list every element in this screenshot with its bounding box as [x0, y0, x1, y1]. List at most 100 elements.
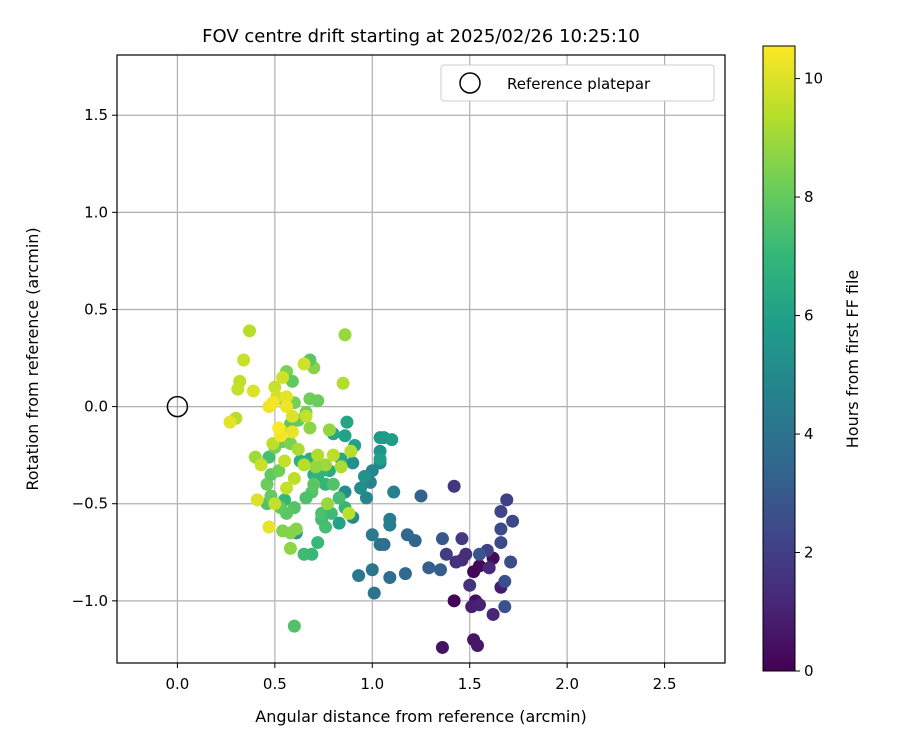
data-point [332, 491, 346, 505]
x-tick-label: 2.0 [555, 675, 579, 693]
data-point [309, 460, 323, 474]
data-point [237, 353, 251, 367]
data-point [246, 384, 260, 398]
data-point [435, 532, 449, 546]
x-tick-label: 2.5 [653, 675, 677, 693]
data-point [315, 506, 329, 520]
data-point [283, 541, 297, 555]
data-point [400, 528, 414, 542]
data-point [303, 421, 317, 435]
data-point [287, 471, 301, 485]
colorbar-tick-label: 2 [804, 544, 814, 562]
legend-reference-marker [459, 72, 481, 94]
data-point [262, 520, 276, 534]
data-point [482, 561, 496, 575]
data-point [336, 376, 350, 390]
colorbar-ticks: 0 2 4 6 8 10 [795, 70, 823, 680]
data-point [357, 470, 371, 484]
data-point [340, 415, 354, 429]
y-axis-label: Rotation from reference (arcmin) [23, 227, 42, 490]
data-point [280, 390, 294, 404]
data-point [459, 547, 473, 561]
colorbar-tick-label: 8 [804, 188, 814, 206]
data-point [307, 477, 321, 491]
data-point [285, 425, 299, 439]
data-point [494, 536, 508, 550]
data-point [498, 600, 512, 614]
data-point [383, 571, 397, 585]
data-point [326, 477, 340, 491]
data-point [367, 586, 381, 600]
data-point [280, 481, 294, 495]
data-point [346, 456, 360, 470]
y-tick-label: 0.5 [84, 300, 108, 318]
data-point [383, 518, 397, 532]
data-point [268, 380, 282, 394]
data-point [311, 448, 325, 462]
data-point [398, 567, 412, 581]
data-point [472, 547, 486, 561]
data-point [250, 493, 264, 507]
data-point [297, 357, 311, 371]
data-point [272, 464, 286, 478]
data-point [500, 493, 514, 507]
reference-layer [166, 395, 189, 418]
x-tick-label: 0.5 [263, 675, 287, 693]
data-point [422, 561, 436, 575]
data-point [365, 528, 379, 542]
data-point [322, 423, 336, 437]
data-point [276, 370, 290, 384]
data-point [338, 429, 352, 443]
colorbar: 0 2 4 6 8 10 Hours from first FF file [762, 45, 862, 680]
colorbar-tick-label: 4 [804, 425, 814, 443]
data-point [342, 506, 356, 520]
data-points [223, 324, 520, 654]
legend-box [440, 64, 715, 102]
y-tick-label: 0.0 [84, 398, 108, 416]
data-point [285, 409, 299, 423]
data-point [354, 481, 368, 495]
data-point [243, 324, 257, 338]
x-tick-label: 0.0 [165, 675, 189, 693]
grid [117, 55, 725, 663]
data-point [223, 415, 237, 429]
data-point [311, 536, 325, 550]
chart-title: FOV centre drift starting at 2025/02/26 … [202, 26, 640, 47]
data-point [291, 442, 305, 456]
plot-frame [116, 54, 726, 664]
x-tick-label: 1.5 [458, 675, 482, 693]
data-point [439, 547, 453, 561]
data-point [272, 421, 286, 435]
data-point [494, 522, 508, 536]
data-point [486, 607, 500, 621]
data-point [455, 532, 469, 546]
y-tick-label: 1.0 [84, 203, 108, 221]
data-point [385, 433, 399, 447]
data-point [498, 574, 512, 588]
data-point [319, 458, 333, 472]
data-point [471, 639, 485, 653]
data-point [472, 559, 486, 573]
colorbar-tick-label: 6 [804, 307, 814, 325]
data-point [359, 491, 373, 505]
data-point [276, 524, 290, 538]
y-tick-label: −1.0 [72, 592, 108, 610]
colorbar-tick-label: 0 [804, 662, 814, 680]
data-point [447, 594, 461, 608]
y-tick-label: −0.5 [72, 495, 108, 513]
data-point [447, 479, 461, 493]
data-point [387, 485, 401, 499]
data-point [320, 497, 334, 511]
x-axis-label: Angular distance from reference (arcmin) [255, 707, 586, 726]
data-point [287, 619, 301, 633]
legend: Reference platepar [440, 64, 715, 102]
data-point [311, 394, 325, 408]
data-point [449, 555, 463, 569]
data-point [435, 640, 449, 654]
y-axis-ticks: −1.0 −0.5 0.0 0.5 1.0 1.5 [72, 106, 117, 610]
legend-reference-label: Reference platepar [507, 75, 651, 93]
data-point [414, 489, 428, 503]
y-tick-label: 1.5 [84, 106, 108, 124]
reference-platepar-marker [166, 395, 189, 418]
